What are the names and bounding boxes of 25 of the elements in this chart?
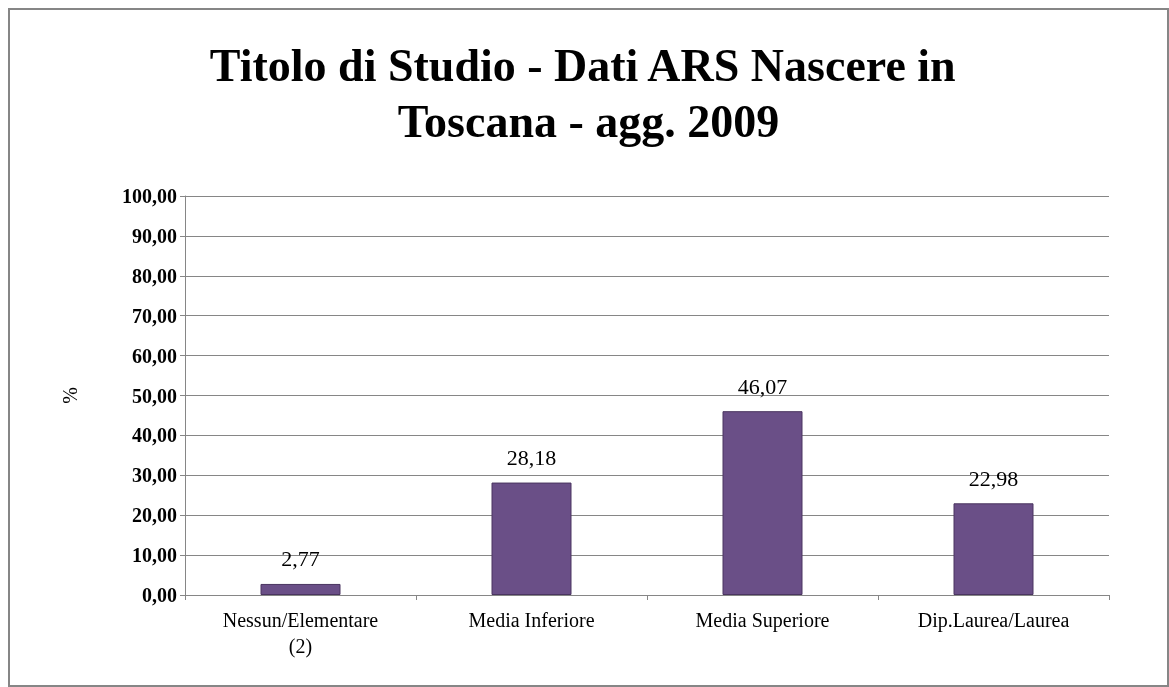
bar — [722, 411, 803, 595]
x-tick-label: Dip.Laurea/Laurea — [917, 609, 1070, 632]
y-tick-label: 0,00 — [142, 584, 177, 606]
bar — [953, 503, 1034, 595]
data-label: 22,98 — [968, 465, 1019, 491]
data-label: 2,77 — [281, 546, 320, 572]
y-tick-label: 100,00 — [122, 185, 177, 207]
y-axis-title: % — [59, 387, 81, 404]
x-tick-label: Nessun/Elementare (2) — [222, 609, 379, 658]
y-tick-label: 40,00 — [132, 424, 177, 447]
y-tick-label: 10,00 — [132, 544, 177, 567]
y-tick-label: 90,00 — [132, 224, 177, 247]
bar — [260, 583, 341, 595]
y-tick-label: 70,00 — [132, 304, 177, 327]
data-label: 28,18 — [506, 445, 557, 471]
data-label: 46,07 — [737, 373, 788, 399]
y-tick-label: 80,00 — [132, 264, 177, 287]
x-tick-label: Media Inferiore — [468, 609, 595, 631]
y-tick-label: 60,00 — [132, 344, 177, 367]
y-tick-label: 30,00 — [132, 464, 177, 487]
bar — [491, 482, 572, 595]
y-tick-label: 50,00 — [132, 384, 177, 407]
y-tick-label: 20,00 — [132, 504, 177, 527]
x-tick-label: Media Superiore — [695, 609, 830, 632]
chart-title: Titolo di Studio - Dati ARS Nascere in Toscana - agg. 2009 — [209, 39, 968, 147]
